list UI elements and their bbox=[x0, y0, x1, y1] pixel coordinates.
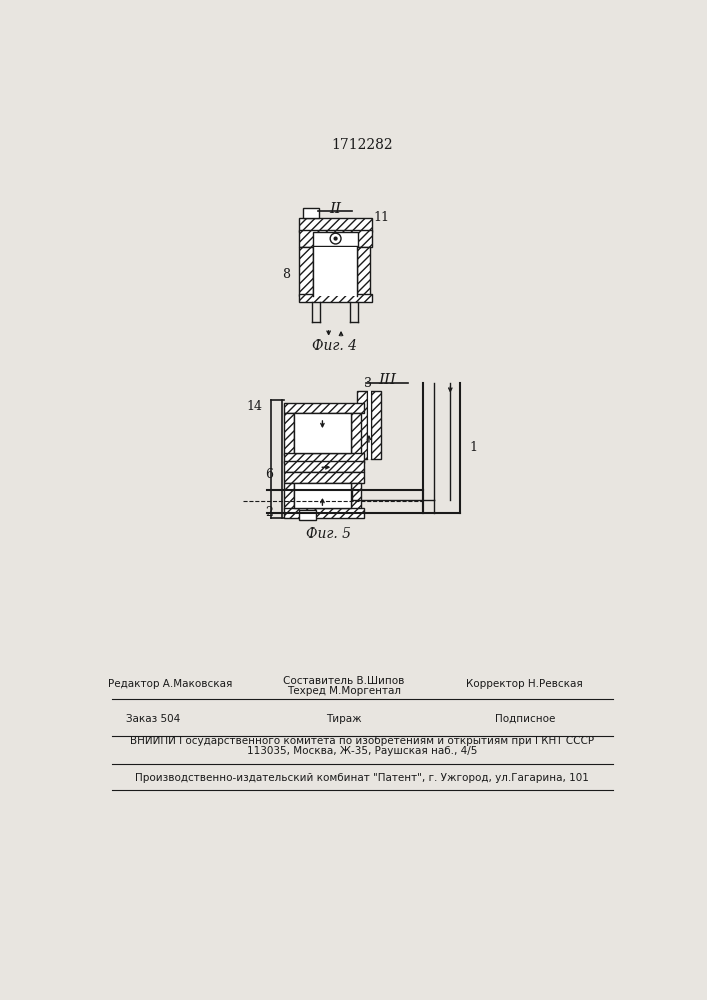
Text: 113035, Москва, Ж-35, Раушская наб., 4/5: 113035, Москва, Ж-35, Раушская наб., 4/5 bbox=[247, 746, 477, 756]
Text: Составитель В.Шипов: Составитель В.Шипов bbox=[284, 676, 405, 686]
Text: 14: 14 bbox=[246, 400, 262, 413]
Bar bbox=[299, 230, 372, 247]
Text: 8: 8 bbox=[282, 267, 290, 280]
Text: 1: 1 bbox=[469, 441, 478, 454]
Text: 2: 2 bbox=[265, 506, 273, 519]
Bar bbox=[299, 294, 372, 302]
Text: Фиг. 5: Фиг. 5 bbox=[306, 527, 351, 541]
Bar bbox=[367, 391, 371, 459]
Text: Тираж: Тираж bbox=[327, 714, 362, 724]
Text: Производственно-издательский комбинат "Патент", г. Ужгород, ул.Гагарина, 101: Производственно-издательский комбинат "П… bbox=[135, 773, 589, 783]
Text: 11: 11 bbox=[373, 211, 390, 224]
Bar bbox=[284, 461, 364, 472]
Bar bbox=[284, 413, 293, 455]
Text: Фиг. 4: Фиг. 4 bbox=[312, 339, 357, 353]
Text: Редактор А.Маковская: Редактор А.Маковская bbox=[107, 679, 232, 689]
Text: 6: 6 bbox=[265, 468, 273, 481]
Bar bbox=[284, 453, 364, 463]
Bar bbox=[293, 483, 351, 508]
Bar bbox=[351, 483, 361, 509]
Bar bbox=[284, 472, 364, 483]
Text: 3: 3 bbox=[364, 377, 373, 390]
Bar bbox=[313, 247, 356, 296]
Text: Подписное: Подписное bbox=[494, 714, 555, 724]
Bar bbox=[284, 403, 364, 413]
Bar bbox=[299, 218, 372, 232]
Text: ВНИИПИ Государственного комитета по изобретениям и открытиям при ГКНТ СССР: ВНИИПИ Государственного комитета по изоб… bbox=[130, 736, 594, 746]
Bar bbox=[299, 510, 316, 520]
Text: Техред М.Моргентал: Техред М.Моргентал bbox=[287, 686, 401, 696]
Text: III: III bbox=[378, 373, 396, 387]
Bar bbox=[357, 391, 367, 459]
Text: Корректор Н.Ревская: Корректор Н.Ревская bbox=[467, 679, 583, 689]
Text: 1712282: 1712282 bbox=[331, 138, 393, 152]
Bar bbox=[371, 391, 380, 459]
Bar bbox=[284, 508, 364, 518]
Bar bbox=[313, 232, 358, 246]
Circle shape bbox=[334, 237, 337, 240]
Text: II: II bbox=[329, 202, 341, 216]
Bar bbox=[284, 483, 293, 509]
Bar bbox=[299, 247, 313, 296]
Bar bbox=[293, 413, 351, 453]
Bar bbox=[303, 208, 319, 218]
Bar bbox=[351, 413, 361, 455]
Bar bbox=[356, 247, 370, 296]
Text: Заказ 504: Заказ 504 bbox=[126, 714, 180, 724]
